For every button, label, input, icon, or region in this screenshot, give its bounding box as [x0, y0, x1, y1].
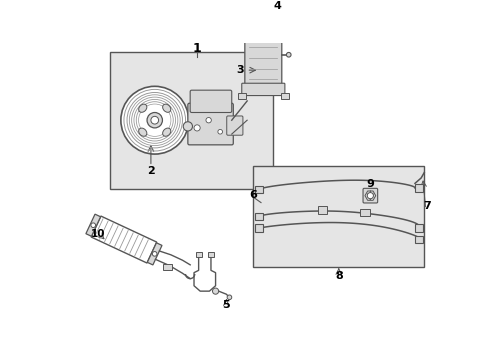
Text: 6: 6: [249, 190, 257, 200]
Text: 3: 3: [236, 65, 244, 75]
Circle shape: [183, 122, 192, 131]
Bar: [110, 53, 273, 189]
Text: 9: 9: [366, 179, 373, 189]
Circle shape: [218, 130, 222, 134]
Bar: [163, 264, 172, 270]
Polygon shape: [91, 216, 157, 263]
Circle shape: [152, 252, 157, 256]
Bar: [253, 166, 424, 266]
Ellipse shape: [139, 128, 146, 136]
Ellipse shape: [139, 104, 146, 112]
Circle shape: [147, 112, 162, 128]
Bar: [414, 224, 422, 232]
FancyBboxPatch shape: [241, 14, 285, 29]
Circle shape: [212, 288, 218, 294]
Bar: [238, 93, 245, 99]
FancyBboxPatch shape: [187, 103, 233, 145]
Ellipse shape: [163, 128, 170, 136]
Polygon shape: [86, 214, 101, 236]
Circle shape: [257, 11, 269, 23]
Text: 8: 8: [334, 271, 342, 281]
Text: 7: 7: [423, 202, 430, 211]
FancyBboxPatch shape: [190, 90, 231, 112]
Text: 4: 4: [273, 1, 281, 11]
Circle shape: [366, 193, 373, 199]
Circle shape: [205, 117, 211, 123]
Bar: [281, 93, 288, 99]
FancyBboxPatch shape: [362, 188, 377, 203]
Circle shape: [91, 223, 95, 228]
Bar: [414, 236, 422, 243]
FancyBboxPatch shape: [226, 116, 243, 135]
Bar: [254, 186, 262, 193]
Bar: [254, 224, 262, 232]
Polygon shape: [147, 243, 162, 265]
Text: 5: 5: [222, 300, 230, 310]
Bar: [254, 213, 262, 220]
Circle shape: [286, 53, 290, 57]
Circle shape: [194, 125, 200, 131]
Bar: [414, 184, 422, 192]
Text: 1: 1: [192, 42, 201, 55]
Text: 2: 2: [147, 166, 155, 176]
Bar: [207, 252, 214, 257]
Circle shape: [226, 295, 231, 300]
FancyBboxPatch shape: [244, 24, 281, 88]
Circle shape: [121, 86, 188, 154]
Circle shape: [151, 116, 158, 124]
FancyBboxPatch shape: [241, 83, 285, 95]
Ellipse shape: [163, 104, 170, 112]
Bar: [317, 206, 326, 214]
Bar: [360, 209, 369, 216]
Bar: [195, 252, 202, 257]
Text: 10: 10: [91, 229, 105, 239]
